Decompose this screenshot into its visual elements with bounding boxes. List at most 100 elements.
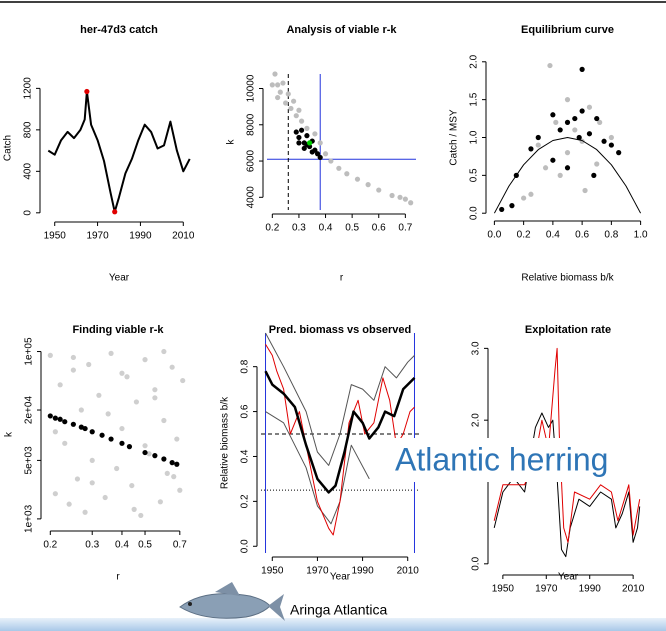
- data-point: [536, 142, 541, 147]
- data-point: [165, 471, 170, 476]
- data-point: [129, 483, 134, 488]
- y-tick-label: 0.2: [240, 494, 251, 508]
- y-tick-label: 2e+04: [24, 396, 35, 425]
- data-point: [296, 108, 301, 113]
- data-point: [71, 367, 76, 372]
- page: {"chart_data":[ {"type":"line","title":"…: [0, 0, 666, 631]
- x-tick-label: 1970: [86, 231, 109, 242]
- x-tick-label: 1970: [306, 566, 329, 577]
- data-point: [565, 97, 570, 102]
- data-point: [296, 135, 301, 140]
- x-tick-label: 2010: [172, 231, 195, 242]
- data-point: [75, 476, 80, 481]
- data-point: [609, 142, 614, 147]
- x-tick-label: 0.4: [546, 230, 560, 241]
- data-point: [48, 353, 53, 358]
- data-point: [550, 158, 555, 163]
- chart-title: Exploitation rate: [525, 324, 611, 336]
- data-point: [565, 120, 570, 125]
- data-point: [323, 151, 328, 156]
- data-point: [601, 139, 606, 144]
- chart-title: Finding viable r-k: [72, 324, 164, 336]
- x-tick-label: 1950: [492, 584, 515, 595]
- data-point: [389, 193, 394, 198]
- y-tick-label: 1200: [23, 77, 34, 100]
- data-point: [591, 173, 596, 178]
- data-point: [142, 450, 147, 455]
- data-point: [580, 108, 585, 113]
- data-point: [294, 129, 299, 134]
- data-point: [565, 150, 570, 155]
- x-tick-label: 1950: [261, 566, 284, 577]
- x-tick-label: 0.5: [138, 540, 152, 551]
- x-tick-label: 0.2: [43, 540, 57, 551]
- data-point: [310, 149, 315, 154]
- data-point: [307, 140, 312, 145]
- data-point: [84, 89, 89, 94]
- data-point: [82, 510, 87, 515]
- x-tick-label: 1990: [129, 231, 152, 242]
- data-point: [134, 399, 139, 404]
- data-point: [103, 495, 108, 500]
- caption: Aringa Atlantica: [290, 602, 387, 618]
- x-axis-label: Year: [109, 273, 130, 284]
- data-point: [48, 413, 53, 418]
- data-point: [119, 441, 124, 446]
- data-point: [90, 480, 95, 485]
- data-point: [161, 418, 166, 423]
- data-point: [124, 374, 129, 379]
- data-point: [294, 113, 299, 118]
- data-point: [108, 351, 113, 356]
- data-point: [376, 187, 381, 192]
- chart-panel: Equilibrium curveRelative biomass b/kCat…: [449, 24, 648, 284]
- data-point: [280, 80, 285, 85]
- data-point: [53, 416, 58, 421]
- y-tick-label: 0.0: [240, 539, 251, 553]
- data-point: [82, 426, 87, 431]
- y-tick-label: 5e+03: [24, 446, 35, 475]
- data-point: [304, 133, 309, 138]
- data-point: [587, 105, 592, 110]
- data-point: [587, 131, 592, 136]
- data-point: [90, 429, 95, 434]
- x-axis-label: r: [116, 572, 120, 583]
- data-point: [152, 453, 157, 458]
- y-tick-label: 0: [23, 210, 34, 216]
- data-point: [565, 165, 570, 170]
- data-point: [558, 127, 563, 132]
- data-point: [543, 165, 548, 170]
- y-axis-label: Catch / MSY: [449, 109, 460, 165]
- y-tick-label: 400: [23, 163, 34, 180]
- y-tick-label: 800: [23, 121, 34, 138]
- data-point: [58, 417, 63, 422]
- data-point: [177, 488, 182, 493]
- data-point: [275, 95, 280, 100]
- x-axis-label: r: [340, 273, 344, 284]
- data-point: [499, 207, 504, 212]
- y-tick-label: 0.8: [240, 359, 251, 373]
- data-point: [132, 507, 137, 512]
- data-point: [71, 355, 76, 360]
- data-point: [344, 171, 349, 176]
- x-tick-label: 0.6: [372, 223, 386, 234]
- data-point: [53, 429, 58, 434]
- y-tick-label: 4000: [246, 186, 257, 209]
- y-tick-label: 2.0: [469, 54, 480, 68]
- y-axis-label: k: [226, 139, 237, 145]
- data-point: [609, 135, 614, 140]
- x-axis-label: Year: [558, 572, 579, 583]
- slide: her-47d3 catchYearCatch19501970199020100…: [0, 0, 666, 631]
- data-point: [318, 155, 323, 160]
- data-point: [547, 63, 552, 68]
- y-tick-label: 0.4: [240, 449, 251, 463]
- x-tick-label: 0.3: [292, 223, 306, 234]
- x-tick-label: 1970: [535, 584, 558, 595]
- x-tick-label: 0.0: [487, 230, 501, 241]
- x-tick-label: 0.4: [319, 223, 333, 234]
- data-point: [158, 499, 163, 504]
- data-point: [550, 112, 555, 117]
